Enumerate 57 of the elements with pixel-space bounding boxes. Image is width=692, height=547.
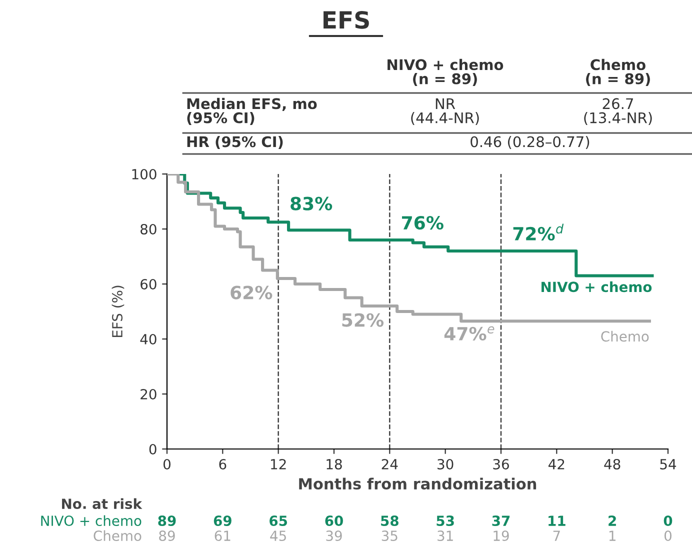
x-tick-label: 18 bbox=[326, 458, 342, 470]
text: 37 bbox=[492, 516, 510, 526]
x-tick-label: 54 bbox=[660, 459, 676, 470]
y-tick-label: 100 bbox=[132, 168, 156, 180]
text: NIVO + chemo (n = 89) bbox=[388, 58, 504, 86]
x-tick-label: 42 bbox=[548, 458, 564, 470]
annotation: 52% bbox=[342, 313, 384, 327]
text: 0 bbox=[664, 530, 672, 542]
y-tick-label: 0 bbox=[149, 444, 156, 454]
text: 0 bbox=[664, 516, 672, 526]
text: 35 bbox=[382, 530, 398, 542]
y-tick-label: 80 bbox=[140, 224, 156, 234]
text: Chemo bbox=[94, 530, 142, 542]
x-axis-title: Months from randomization bbox=[299, 478, 536, 490]
annotation: 62% bbox=[230, 286, 272, 300]
y-axis-title: EFS (%) bbox=[112, 286, 124, 338]
text: 0.46 (0.28–0.77) bbox=[470, 136, 590, 149]
text: 7 bbox=[553, 530, 560, 541]
chart-title: EFS bbox=[324, 10, 369, 29]
y-tick-label: 20 bbox=[140, 388, 156, 400]
annotation: 83% bbox=[290, 196, 332, 210]
text: 26.7 (13.4-NR) bbox=[584, 98, 652, 126]
text: 19 bbox=[494, 530, 509, 542]
series-label: NIVO + chemo bbox=[542, 281, 652, 292]
annotation: 47%$^{e}$ bbox=[444, 326, 494, 341]
text: HR (95% CI) bbox=[187, 136, 283, 149]
text: 60 bbox=[325, 516, 343, 526]
y-tick-label: 60 bbox=[140, 278, 156, 290]
text: NIVO + chemo bbox=[41, 515, 142, 526]
x-tick-label: 6 bbox=[219, 458, 226, 470]
text: 39 bbox=[326, 530, 342, 542]
text: 53 bbox=[436, 516, 454, 526]
x-tick-label: 12 bbox=[271, 458, 286, 470]
text: 58 bbox=[381, 516, 398, 526]
annotation: 72%$^{d}$ bbox=[513, 224, 564, 241]
text: 65 bbox=[270, 516, 288, 526]
x-tick-label: 30 bbox=[438, 458, 454, 470]
text: No. at risk bbox=[62, 498, 142, 510]
x-tick-label: 0 bbox=[163, 458, 170, 470]
text: 31 bbox=[438, 530, 453, 542]
x-tick-label: 48 bbox=[604, 458, 620, 470]
text: 45 bbox=[270, 530, 286, 542]
text: 2 bbox=[608, 516, 616, 526]
series-label: Chemo bbox=[601, 330, 649, 342]
text: 69 bbox=[214, 516, 232, 526]
text: Median EFS, mo (95% CI) bbox=[187, 98, 317, 126]
text: 89 bbox=[158, 516, 176, 526]
y-tick-label: 40 bbox=[140, 334, 156, 344]
annotation: 76% bbox=[402, 216, 444, 230]
text: 1 bbox=[609, 530, 616, 541]
x-tick-label: 24 bbox=[382, 458, 398, 470]
x-tick-label: 36 bbox=[493, 458, 509, 470]
text: 89 bbox=[159, 530, 175, 542]
text: 11 bbox=[548, 516, 566, 526]
text: Chemo (n = 89) bbox=[586, 58, 650, 86]
text: NR (44.4-NR) bbox=[411, 98, 479, 126]
text: 61 bbox=[214, 530, 230, 542]
